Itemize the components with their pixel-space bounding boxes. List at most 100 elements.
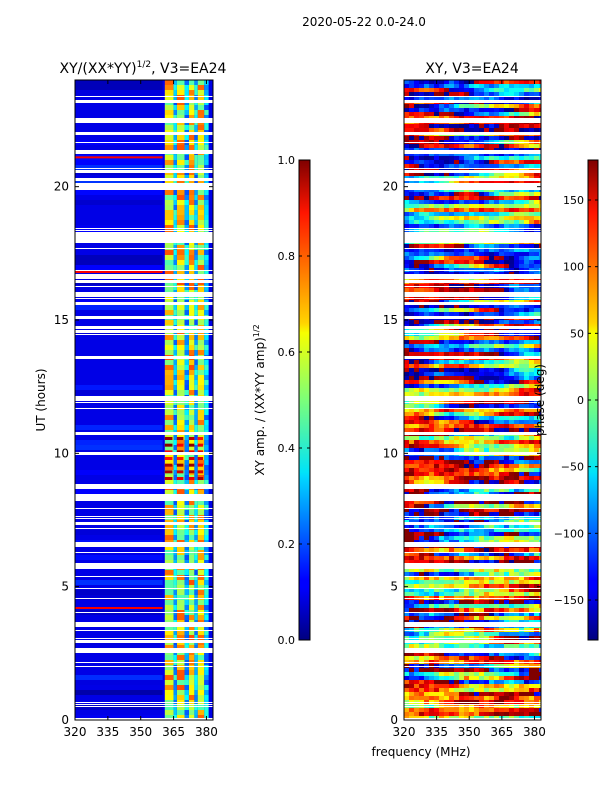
heatmap-cell bbox=[459, 304, 464, 308]
heatmap-cell bbox=[176, 590, 185, 595]
heatmap-cell bbox=[499, 416, 504, 420]
heatmap-cell bbox=[449, 424, 454, 428]
heatmap-cell bbox=[176, 515, 185, 520]
heatmap-cell bbox=[164, 85, 174, 90]
flagged-row bbox=[75, 485, 213, 488]
heatmap-cell bbox=[539, 136, 541, 140]
heatmap-cell bbox=[484, 380, 489, 384]
heatmap-cell bbox=[504, 528, 509, 532]
heatmap-cell bbox=[524, 192, 529, 196]
heatmap-cell bbox=[188, 465, 195, 470]
heatmap-cell bbox=[454, 344, 459, 348]
flagged-row bbox=[75, 248, 213, 249]
heatmap-cell bbox=[464, 404, 469, 408]
heatmap-cell bbox=[484, 560, 489, 564]
heatmap-cell bbox=[194, 510, 198, 515]
heatmap-cell bbox=[414, 448, 419, 452]
heatmap-cell bbox=[504, 440, 509, 444]
heatmap-cell bbox=[176, 625, 185, 630]
heatmap-cell bbox=[173, 680, 177, 685]
heatmap-cell bbox=[509, 364, 514, 368]
heatmap-cell bbox=[454, 584, 459, 588]
heatmap-cell bbox=[474, 608, 479, 612]
heatmap-cell bbox=[429, 136, 434, 140]
heatmap-cell bbox=[176, 425, 185, 430]
heatmap-cell bbox=[514, 464, 519, 468]
heatmap-cell bbox=[439, 340, 444, 344]
heatmap-cell bbox=[524, 340, 529, 344]
heatmap-cell bbox=[509, 592, 514, 596]
heatmap-cell bbox=[164, 615, 174, 620]
heatmap-cell bbox=[509, 208, 514, 212]
heatmap-cell bbox=[499, 412, 504, 416]
heatmap-cell bbox=[164, 450, 173, 454]
heatmap-cell bbox=[454, 224, 459, 228]
heatmap-cell bbox=[504, 428, 509, 432]
heatmap-cell bbox=[429, 244, 434, 248]
heatmap-cell bbox=[474, 216, 479, 220]
flagged-row bbox=[75, 588, 213, 589]
heatmap-cell bbox=[194, 680, 198, 685]
heatmap-cell bbox=[489, 404, 494, 408]
heatmap-cell bbox=[429, 572, 434, 576]
heatmap-cell bbox=[204, 90, 209, 95]
heatmap-cell bbox=[534, 80, 539, 84]
heatmap-cell bbox=[529, 572, 534, 576]
heatmap-cell bbox=[184, 530, 189, 535]
heatmap-cell bbox=[194, 470, 198, 475]
left-ylabel: UT (hours) bbox=[34, 368, 48, 431]
heatmap-cell bbox=[197, 350, 205, 355]
heatmap-cell bbox=[184, 575, 189, 580]
heatmap-cell bbox=[194, 385, 198, 390]
heatmap-cell bbox=[409, 156, 414, 160]
heatmap-cell bbox=[429, 144, 434, 148]
heatmap-cell bbox=[464, 416, 469, 420]
heatmap-cell bbox=[424, 348, 429, 352]
heatmap-cell bbox=[499, 288, 504, 292]
heatmap-cell bbox=[509, 172, 514, 176]
heatmap-cell bbox=[204, 625, 209, 630]
left-colorbar-label: XY amp. / (XX*YY amp)1/2 bbox=[252, 324, 267, 475]
heatmap-cell bbox=[464, 304, 469, 308]
heatmap-cell bbox=[474, 84, 479, 88]
heatmap-cell bbox=[514, 536, 519, 540]
heatmap-cell bbox=[484, 512, 489, 516]
heatmap-cell bbox=[204, 255, 209, 260]
heatmap-cell bbox=[188, 225, 195, 230]
heatmap-cell bbox=[529, 460, 534, 464]
heatmap-cell bbox=[409, 608, 414, 612]
flagged-row bbox=[75, 638, 213, 639]
heatmap-cell bbox=[449, 476, 454, 480]
heatmap-cell bbox=[75, 156, 163, 159]
heatmap-cell bbox=[204, 210, 209, 215]
heatmap-cell bbox=[534, 172, 539, 176]
heatmap-cell bbox=[424, 80, 429, 84]
heatmap-cell bbox=[524, 312, 529, 316]
heatmap-cell bbox=[434, 532, 439, 536]
heatmap-cell bbox=[499, 364, 504, 368]
heatmap-cell bbox=[499, 380, 504, 384]
heatmap-cell bbox=[509, 408, 514, 412]
heatmap-cell bbox=[469, 476, 474, 480]
heatmap-cell bbox=[499, 588, 504, 592]
heatmap-cell bbox=[424, 380, 429, 384]
heatmap-cell bbox=[409, 340, 414, 344]
heatmap-cell bbox=[414, 472, 419, 476]
heatmap-cell bbox=[499, 392, 504, 396]
heatmap-cell bbox=[414, 96, 419, 100]
heatmap-cell bbox=[499, 348, 504, 352]
heatmap-cell bbox=[504, 84, 509, 88]
heatmap-cell bbox=[499, 172, 504, 176]
heatmap-cell bbox=[434, 160, 439, 164]
heatmap-cell bbox=[494, 260, 499, 264]
heatmap-cell bbox=[479, 372, 484, 376]
heatmap-cell bbox=[519, 124, 524, 128]
heatmap-cell bbox=[449, 244, 454, 248]
heatmap-cell bbox=[449, 444, 454, 448]
heatmap-cell bbox=[429, 476, 434, 480]
heatmap-cell bbox=[173, 110, 177, 115]
heatmap-cell bbox=[529, 464, 534, 468]
heatmap-cell bbox=[454, 416, 459, 420]
heatmap-cell bbox=[164, 370, 174, 375]
heatmap-cell bbox=[494, 456, 499, 460]
